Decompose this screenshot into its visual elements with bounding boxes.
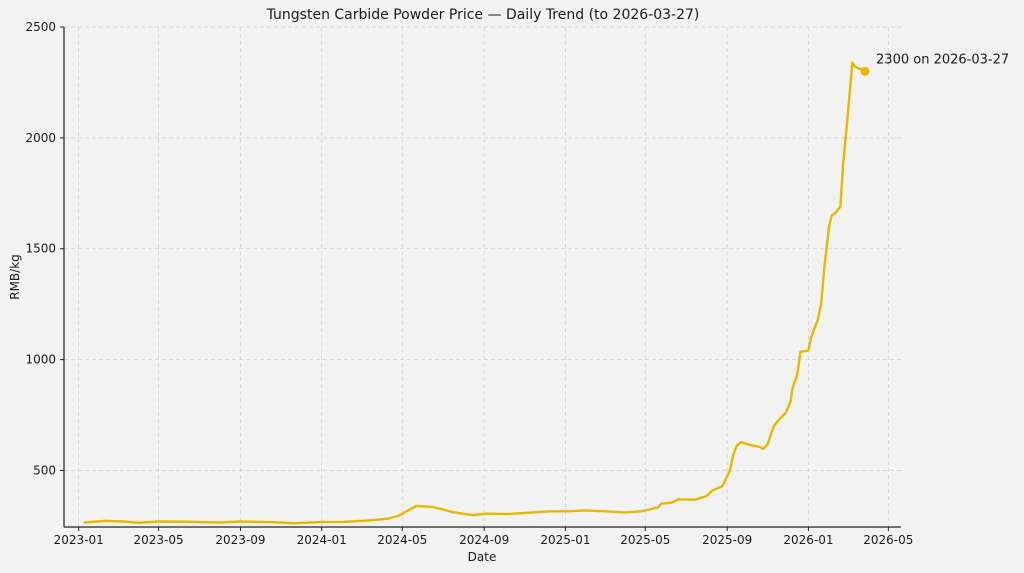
x-tick-label: 2025-09 <box>702 533 752 547</box>
x-tick-label: 2023-09 <box>215 533 265 547</box>
series-layer <box>83 61 867 525</box>
ticks: 2023-01 2023-05 2023-09 2024-01 2024-05 2024-… <box>25 20 913 547</box>
annotations: 2300 on 2026-03-27 <box>860 52 1009 76</box>
latest-point-marker <box>860 66 870 76</box>
gridlines <box>64 26 901 527</box>
chart-title: Tungsten Carbide Powder Price — Daily Tr… <box>266 7 700 23</box>
x-tick-label: 2026-01 <box>783 533 833 547</box>
x-tick-label: 2025-01 <box>540 533 590 547</box>
y-tick-label: 2000 <box>25 131 56 145</box>
y-tick-label: 1000 <box>25 353 56 367</box>
latest-point-annotation: 2300 on 2026-03-27 <box>876 52 1009 67</box>
x-axis-label: Date <box>468 550 497 564</box>
x-tick-label: 2024-01 <box>297 533 347 547</box>
x-tick-label: 2025-05 <box>620 533 670 547</box>
y-tick-label: 2500 <box>25 20 56 34</box>
y-axis-label: RMB/kg <box>8 254 22 300</box>
x-tick-label: 2024-05 <box>377 533 427 547</box>
x-tick-label: 2026-05 <box>863 533 913 547</box>
y-tick-label: 500 <box>33 463 56 477</box>
price-series-line <box>83 61 867 525</box>
y-tick-label: 1500 <box>25 242 56 256</box>
x-tick-label: 2023-01 <box>54 533 104 547</box>
x-tick-label: 2024-09 <box>459 533 509 547</box>
x-tick-label: 2023-05 <box>133 533 183 547</box>
